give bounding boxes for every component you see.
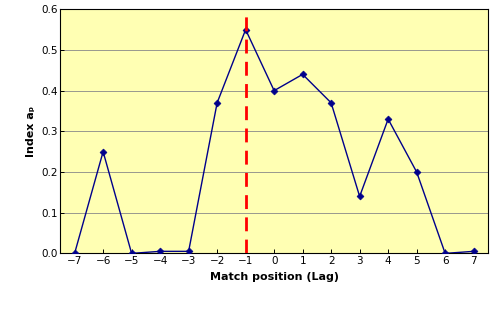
X-axis label: Match position (Lag): Match position (Lag) [210,272,339,282]
Y-axis label: Index aₚ: Index aₚ [26,106,36,157]
